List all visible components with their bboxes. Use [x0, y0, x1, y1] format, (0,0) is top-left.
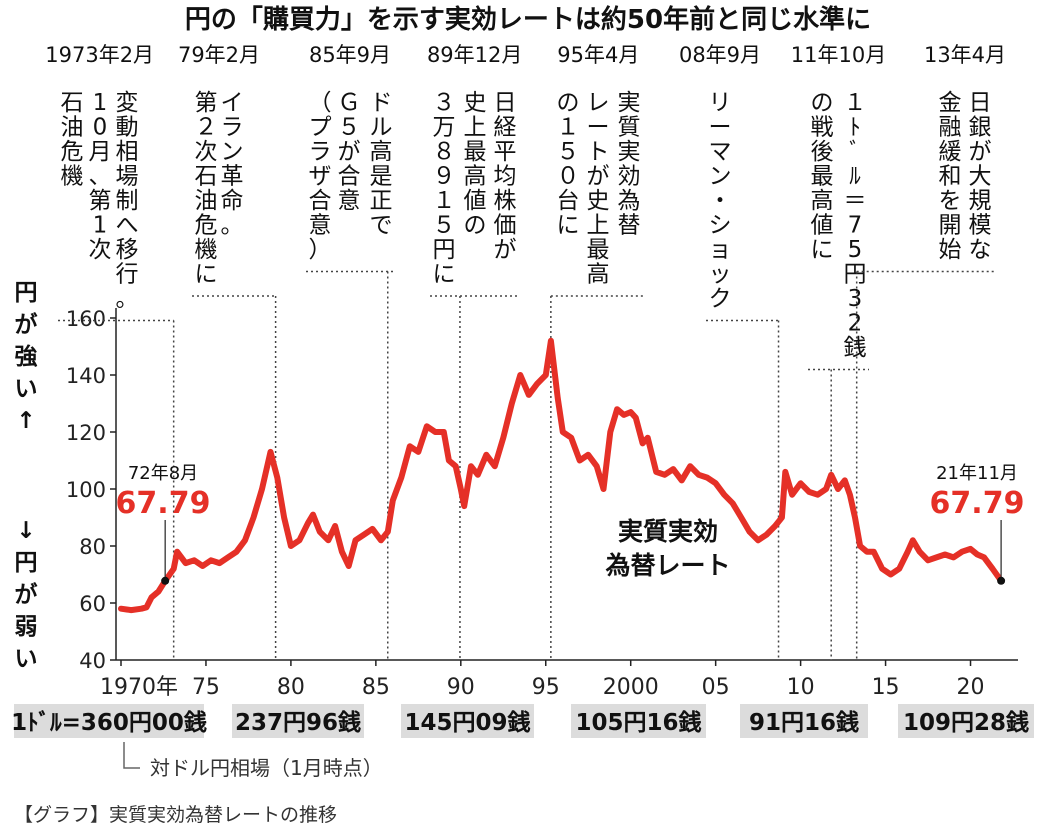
dollar-rate-label: 1ﾄﾞﾙ=360円00銭 [11, 709, 207, 736]
event-leader-line [430, 295, 519, 660]
event-date: 13年4月 [924, 43, 1006, 67]
event-text: ３万８９１５円に [433, 90, 456, 288]
x-tick-label: 15 [872, 675, 900, 700]
event-text: 日銀が大規模な [969, 90, 992, 263]
y-label-weak: ↓円が弱い [15, 518, 38, 672]
x-tick-label: 05 [702, 675, 730, 700]
y-label-strong: 円が強い↑ [15, 280, 38, 434]
y-tick-label: 60 [79, 592, 106, 616]
event-text: 変動相場制へ移行。 [116, 90, 139, 312]
event-text: 第２次石油危機に [195, 90, 218, 288]
dollar-rate-note: 対ドル円相場（1月時点） [150, 756, 383, 780]
dollar-rate-label: 105円16銭 [575, 709, 701, 736]
x-tick-label: 80 [277, 675, 305, 700]
dollar-rate-label: 145円09銭 [404, 709, 530, 736]
dollar-rate-box [571, 704, 706, 738]
event-date: 95年4月 [557, 43, 639, 67]
y-tick-label: 40 [79, 649, 106, 673]
annotation-value: 67.79 [930, 486, 1025, 521]
event-date: 79年2月 [178, 43, 260, 67]
event-date: 89年12月 [427, 43, 522, 67]
dollar-rate-label: 109円28銭 [903, 709, 1029, 736]
event-date: 1973年2月 [45, 43, 154, 67]
event-text: リーマン・ショック [709, 90, 732, 312]
annotation-value: 67.79 [116, 486, 211, 521]
y-tick-label: 100 [66, 478, 106, 502]
event-leader-line [550, 295, 643, 660]
event-leader-line [808, 368, 869, 660]
x-tick-label: 10 [787, 675, 815, 700]
event-text: の１５０台に [557, 90, 580, 239]
event-text: レートが史上最高 [587, 90, 610, 288]
event-text: 石油危機 [61, 90, 84, 190]
y-tick-label: 140 [66, 364, 106, 388]
event-text: 実質実効為替 [618, 90, 641, 239]
event-leader-line [58, 319, 175, 660]
dollar-rate-box [14, 704, 204, 738]
x-tick-label: 85 [362, 675, 390, 700]
event-date: 85年9月 [309, 43, 391, 67]
y-tick-label: 160 [66, 307, 106, 331]
y-tick-label: 120 [66, 421, 106, 445]
x-tick-label: 2000 [603, 675, 659, 700]
dollar-rate-note-bracket [123, 742, 140, 769]
event-leader-line [706, 319, 780, 660]
dollar-rate-box [232, 704, 364, 738]
event-text: イラン革命。 [221, 90, 244, 239]
event-text: １ﾄﾞﾙ＝ 7 5 円 3 2 銭 [844, 90, 867, 361]
chart-svg: 円の「購買力」を示す実効レートは約50年前と同じ水準に 40 60 80 100 120 1… [11, 4, 1034, 780]
event-text: の戦後最高値に [811, 90, 834, 263]
event-leader-line [306, 270, 395, 660]
x-tick-label: 95 [532, 675, 560, 700]
event-text: Ｇ５が合意 [338, 90, 361, 214]
event-text: 金融緩和を開始 [939, 90, 962, 263]
series-line [118, 337, 1005, 614]
x-tick-label: 1970年 [100, 675, 178, 700]
series-label: 実質実効 [618, 517, 718, 546]
dollar-rate-label: 237円96銭 [235, 709, 361, 736]
event-date: 11年10月 [791, 43, 886, 67]
dollar-rate-label: 91円16銭 [749, 709, 859, 736]
annotation-dot [997, 576, 1006, 585]
x-tick-label: 90 [447, 675, 475, 700]
x-tick-label: 75 [192, 675, 220, 700]
dollar-rate-box [898, 704, 1034, 738]
event-text: ドル高是正で [370, 90, 393, 239]
annotation-dot [161, 576, 170, 585]
event-date: 08年9月 [679, 43, 761, 67]
event-text: 史上最高値の [464, 90, 487, 239]
dollar-rate-box [740, 704, 868, 738]
event-text: 日経平均株価が [494, 90, 517, 263]
annotation-period: 72年8月 [128, 463, 198, 484]
dollar-rate-box [401, 704, 534, 738]
x-tick-label: 20 [957, 675, 985, 700]
event-text: 1 0 月、第 1 次 [89, 90, 112, 263]
annotation-period: 21年11月 [936, 463, 1018, 484]
y-tick-label: 80 [79, 535, 106, 559]
series-label: 為替レート [605, 551, 730, 580]
event-text: （プラザ合意） [309, 90, 332, 263]
figure-caption: 【グラフ】実質実効為替レートの推移 [14, 804, 338, 826]
chart-title: 円の「購買力」を示す実効レートは約50年前と同じ水準に [185, 4, 871, 35]
